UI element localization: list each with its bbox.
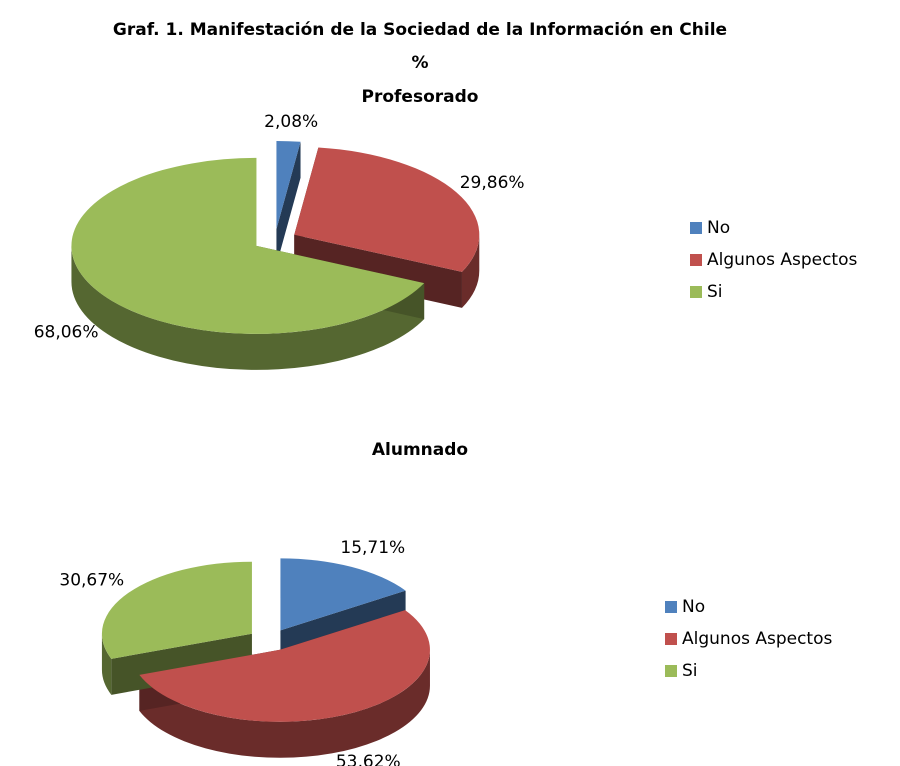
value-label: 53,62% (336, 752, 401, 766)
value-label: 30,67% (59, 570, 124, 590)
slice (139, 610, 430, 722)
value-label: 29,86% (460, 173, 525, 193)
legend-label: No (707, 218, 730, 238)
legend-swatch (665, 633, 677, 645)
chart-title: Profesorado (362, 87, 479, 107)
value-label: 2,08% (264, 112, 318, 132)
legend-label: Algunos Aspectos (682, 629, 833, 649)
legend-swatch (690, 254, 702, 266)
slice-side (101, 633, 112, 695)
value-label: 68,06% (34, 322, 99, 342)
value-label: 15,71% (340, 538, 405, 558)
slice-side (139, 649, 430, 758)
slice (294, 147, 480, 272)
slice (276, 141, 301, 230)
legend-swatch (690, 286, 702, 298)
legend-label: Algunos Aspectos (707, 250, 858, 270)
slice (101, 561, 252, 659)
legend-swatch (665, 601, 677, 613)
page-title: Graf. 1. Manifestación de la Sociedad de… (113, 20, 727, 40)
page-subtitle: % (411, 53, 428, 73)
slice-side (461, 234, 480, 308)
slice (280, 558, 406, 631)
legend-label: No (682, 597, 705, 617)
slice (71, 157, 425, 334)
legend-swatch (690, 222, 702, 234)
legend-swatch (665, 665, 677, 677)
chart-title: Alumnado (372, 440, 468, 460)
slice-side (71, 245, 425, 370)
legend-label: Si (707, 282, 723, 302)
slice-edge (276, 141, 301, 266)
legend-label: Si (682, 661, 698, 681)
